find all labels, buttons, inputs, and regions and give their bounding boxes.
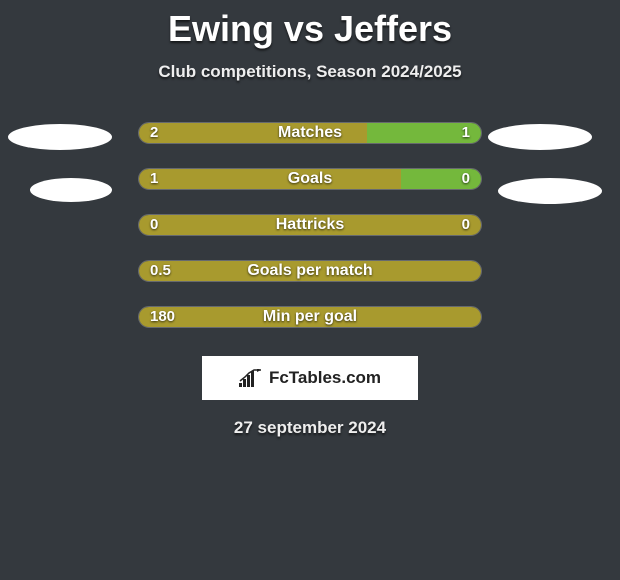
- stat-row: Hattricks00: [0, 202, 620, 248]
- bar-track: [138, 260, 482, 282]
- stat-row: Min per goal180: [0, 294, 620, 340]
- bar-track: [138, 306, 482, 328]
- logo-text: FcTables.com: [269, 368, 381, 388]
- bar-track: [138, 122, 482, 144]
- photo-placeholder: [8, 124, 112, 150]
- bar-left: [139, 169, 401, 189]
- photo-placeholder: [498, 178, 602, 204]
- bar-track: [138, 214, 482, 236]
- bar-left: [139, 307, 481, 327]
- stat-row: Goals per match0.5: [0, 248, 620, 294]
- bar-track: [138, 168, 482, 190]
- bar-right: [367, 123, 481, 143]
- photo-placeholder: [488, 124, 592, 150]
- page-title: Ewing vs Jeffers: [0, 0, 620, 50]
- bar-left: [139, 261, 481, 281]
- bar-right: [401, 169, 481, 189]
- page-date: 27 september 2024: [0, 418, 620, 438]
- photo-placeholder: [30, 178, 112, 202]
- page-subtitle: Club competitions, Season 2024/2025: [0, 62, 620, 82]
- logo-badge: FcTables.com: [202, 356, 418, 400]
- bar-left: [139, 215, 481, 235]
- fctables-icon: [239, 369, 263, 387]
- bar-left: [139, 123, 367, 143]
